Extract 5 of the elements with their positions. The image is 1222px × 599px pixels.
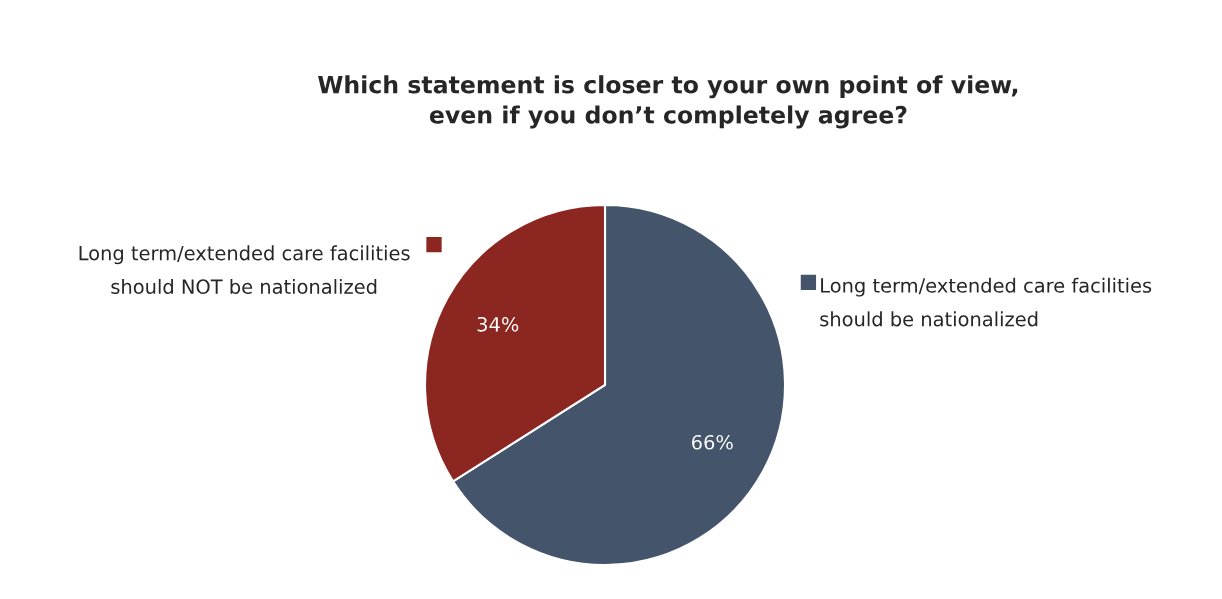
data-label: 34%	[477, 316, 519, 332]
legend-label: Long term/extended care facilities should be nationalized	[820, 277, 1152, 327]
chart-title: Which statement is closer to your own point of view, even if you don’t completely agree?	[318, 75, 1018, 129]
data-label: 66%	[692, 434, 733, 450]
slice-label: Long term/extended care facilities should NOT be nationalized	[79, 245, 410, 295]
